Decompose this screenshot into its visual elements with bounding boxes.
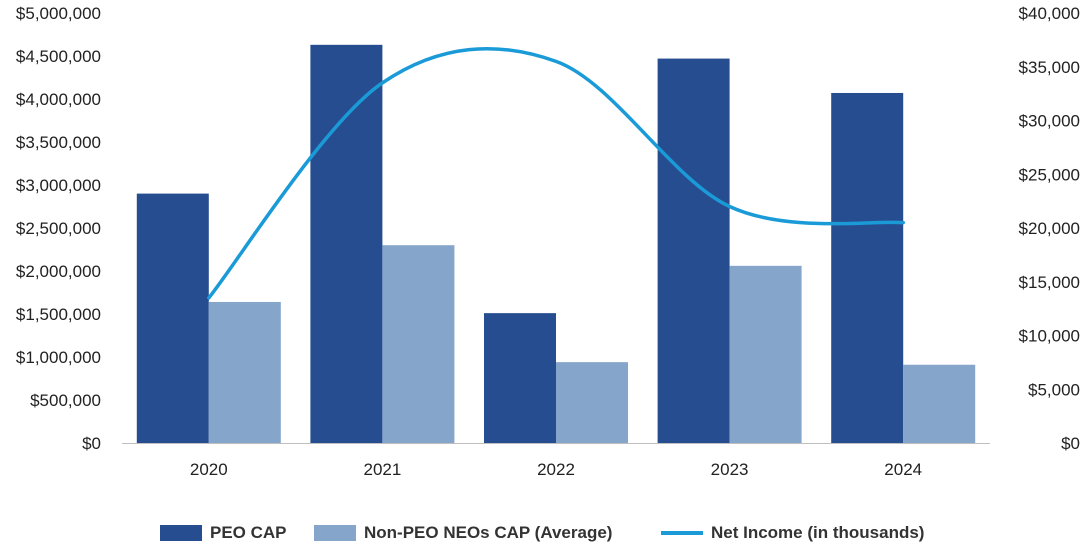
left-tick-label: $5,000,000 xyxy=(16,4,101,23)
right-tick-label: $10,000 xyxy=(1019,327,1080,346)
right-tick-label: $15,000 xyxy=(1019,273,1080,292)
right-tick-label: $25,000 xyxy=(1019,165,1080,184)
right-tick-label: $35,000 xyxy=(1019,58,1080,77)
left-axis-ticks: $0 $500,000 $1,000,000 $1,500,000 $2,000,000… xyxy=(16,4,101,453)
peo-cap-bar xyxy=(484,313,556,443)
non-peo-neos-cap-bar xyxy=(208,301,281,443)
left-tick-label: $0 xyxy=(82,434,101,453)
x-tick-label: 2020 xyxy=(190,460,228,479)
legend-swatch-net-income xyxy=(661,531,703,535)
right-tick-label: $40,000 xyxy=(1019,4,1080,23)
legend-swatch-non-peo-neos-cap xyxy=(314,525,356,541)
right-tick-label: $20,000 xyxy=(1019,219,1080,238)
peo-cap-bar xyxy=(310,44,383,443)
x-tick-label: 2023 xyxy=(711,460,749,479)
peo-cap-bar xyxy=(136,193,209,443)
left-tick-label: $1,000,000 xyxy=(16,348,101,367)
legend-label-non-peo-neos-cap: Non-PEO NEOs CAP (Average) xyxy=(364,523,613,542)
non-peo-neos-cap-bar xyxy=(903,364,976,443)
net-income-line xyxy=(207,47,905,300)
left-tick-label: $2,000,000 xyxy=(16,262,101,281)
legend-item-net-income: Net Income (in thousands) xyxy=(661,520,924,546)
legend-item-non-peo-neos-cap: Non-PEO NEOs CAP (Average) xyxy=(314,520,612,546)
right-axis-ticks: $0 $5,000 $10,000 $15,000 $20,000 $25,000 $30,… xyxy=(1019,4,1080,453)
left-tick-label: $4,500,000 xyxy=(16,47,101,66)
left-tick-label: $4,000,000 xyxy=(16,90,101,109)
right-tick-label: $30,000 xyxy=(1019,112,1080,131)
right-tick-label: $5,000 xyxy=(1028,380,1080,399)
x-tick-label: 2022 xyxy=(537,460,575,479)
non-peo-neos-cap-bar xyxy=(382,245,455,443)
left-tick-label: $3,500,000 xyxy=(16,133,101,152)
x-axis-ticks: 2020 2021 2022 2023 2024 xyxy=(190,460,922,479)
peo-cap-bar xyxy=(831,92,904,443)
non-peo-neos-cap-bar xyxy=(556,362,628,443)
left-tick-label: $1,500,000 xyxy=(16,305,101,324)
left-tick-label: $3,000,000 xyxy=(16,176,101,195)
combo-chart: $0 $500,000 $1,000,000 $1,500,000 $2,000,000… xyxy=(16,4,1080,479)
non-peo-neos-cap-bar xyxy=(729,265,802,443)
left-tick-label: $2,500,000 xyxy=(16,219,101,238)
x-tick-label: 2024 xyxy=(884,460,922,479)
legend-item-peo-cap: PEO CAP xyxy=(160,520,287,546)
legend: PEO CAP Non-PEO NEOs CAP (Average) Net I… xyxy=(0,520,1084,546)
bar-group xyxy=(136,44,976,444)
legend-label-peo-cap: PEO CAP xyxy=(210,523,287,542)
legend-label-net-income: Net Income (in thousands) xyxy=(711,523,925,542)
right-tick-label: $0 xyxy=(1061,434,1080,453)
peo-cap-bar xyxy=(657,58,730,444)
left-tick-label: $500,000 xyxy=(30,391,101,410)
x-tick-label: 2021 xyxy=(363,460,401,479)
legend-swatch-peo-cap xyxy=(160,525,202,541)
